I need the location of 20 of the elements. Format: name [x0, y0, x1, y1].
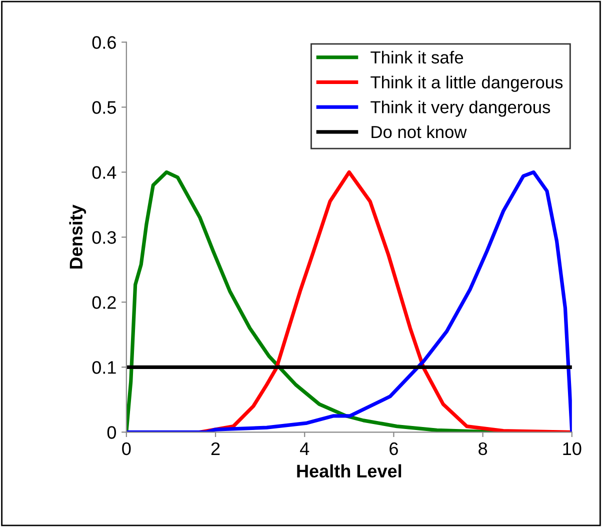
legend-label: Think it a little dangerous — [370, 76, 563, 92]
x-tick-label: 6 — [390, 442, 398, 456]
y-tick-label: 0.1 — [92, 361, 116, 374]
x-tick-label: 10 — [563, 442, 582, 456]
y-tick-label: 0.5 — [92, 101, 116, 114]
y-tick-label: 0.3 — [92, 231, 116, 244]
y-tick-label: 0.2 — [92, 296, 116, 309]
x-tick-label: 4 — [300, 442, 310, 455]
y-tick-label: 0.6 — [92, 36, 116, 49]
x-tick-label: 2 — [211, 442, 220, 455]
legend-label: Think it very dangerous — [370, 100, 550, 117]
x-axis-title: Health Level — [297, 464, 402, 478]
legend-label: Think it safe — [370, 50, 464, 64]
line-series — [198, 170, 572, 432]
y-tick-label: 0 — [107, 426, 116, 439]
y-axis-title: Density — [69, 204, 86, 269]
legend-label: Do not know — [372, 125, 467, 138]
y-tick-label: 0.4 — [92, 166, 116, 179]
x-tick-label: 0 — [122, 442, 131, 456]
x-tick-label: 8 — [478, 442, 488, 456]
